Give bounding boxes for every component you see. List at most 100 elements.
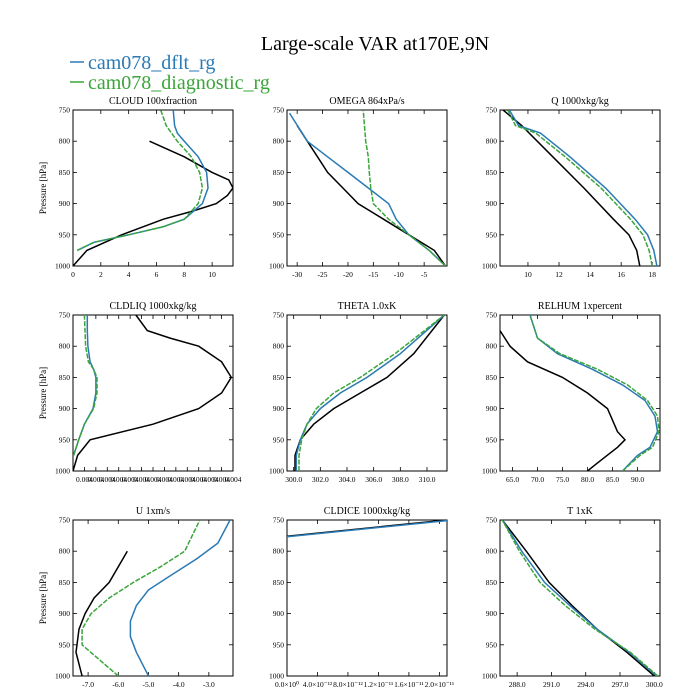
legend-label-dflt: cam078_dflt_rg (88, 52, 215, 74)
x-tick-label: 0.004 (145, 475, 162, 484)
x-tick-label: 0.004 (133, 475, 150, 484)
x-tick-label: 300.0 (285, 475, 302, 484)
panel-title: CLOUD 100xfraction (109, 96, 197, 107)
x-tick-label: 1.6×10⁻¹¹ (394, 680, 424, 689)
y-tick-label: 1000 (55, 672, 70, 681)
x-tick-label: 0.004 (167, 475, 184, 484)
x-tick-label: 0.004 (156, 475, 173, 484)
y-tick-label: 850 (273, 168, 285, 177)
figure-title: Large-scale VAR at170E,9N (261, 33, 489, 55)
x-tick-label: 14 (586, 270, 594, 279)
x-tick-label: -25 (318, 270, 328, 279)
panel-frame (499, 314, 661, 472)
x-tick-label: 0.004 (99, 475, 116, 484)
y-tick-label: 800 (273, 342, 285, 351)
y-tick-label: 800 (486, 137, 498, 146)
series-line-black (501, 520, 655, 676)
x-tick-label: 304.0 (339, 475, 356, 484)
x-tick-label: -5.0 (143, 680, 155, 689)
series-line-dflt (501, 520, 658, 676)
y-tick-label: 800 (273, 137, 285, 146)
x-tick-label: -30 (292, 270, 302, 279)
x-tick-label: 0.004 (202, 475, 219, 484)
x-tick-label: -15 (368, 270, 378, 279)
x-tick-label: -20 (343, 270, 353, 279)
x-tick-label: 302.0 (312, 475, 329, 484)
y-tick-label: 950 (486, 230, 498, 239)
panel-frame (286, 314, 448, 472)
x-tick-label: -3.0 (203, 680, 215, 689)
x-tick-label: 308.0 (392, 475, 409, 484)
panel-frame (286, 519, 448, 677)
y-tick-label: 850 (59, 168, 71, 177)
y-tick-label: 950 (486, 435, 498, 444)
y-tick-label: 950 (59, 640, 71, 649)
series-line-dflt (129, 520, 231, 676)
series-line-diag (73, 315, 98, 456)
panel-title: CLDICE 1000xkg/kg (324, 506, 410, 517)
y-tick-label: 750 (59, 516, 71, 525)
x-tick-label: 2.0×10⁻¹¹ (425, 680, 455, 689)
y-tick-label: 900 (486, 199, 498, 208)
series-line-dflt (295, 315, 445, 471)
x-tick-label: 297.0 (612, 680, 629, 689)
x-tick-label: 0.0×10⁰ (275, 680, 299, 689)
panel-title: RELHUM 1xpercent (538, 301, 622, 312)
series-line-diag (81, 520, 201, 676)
y-tick-label: 1000 (482, 672, 497, 681)
series-line-dflt (529, 315, 659, 471)
series-line-dflt (287, 520, 447, 538)
panel-title: OMEGA 864xPa/s (329, 96, 404, 107)
y-tick-label: 850 (273, 578, 285, 587)
x-tick-label: 0.004 (76, 475, 93, 484)
series-line-black (500, 330, 627, 471)
series-line-diag (501, 520, 659, 676)
x-tick-label: 70.0 (531, 475, 544, 484)
x-tick-label: 0.004 (122, 475, 139, 484)
x-tick-label: 291.0 (543, 680, 560, 689)
series-line-black (75, 550, 128, 676)
x-tick-label: 0.004 (213, 475, 230, 484)
series-line-diag (362, 110, 447, 266)
y-tick-label: 800 (486, 342, 498, 351)
panel-frame (499, 109, 661, 267)
y-tick-label: 950 (59, 230, 71, 239)
y-tick-label: 1000 (55, 467, 70, 476)
panel-1: OMEGA 864xPa/s 750 800 850 900 950 1000 -30 -25 -… (269, 96, 448, 279)
y-tick-label: 900 (273, 199, 285, 208)
x-tick-label: 16 (617, 270, 625, 279)
series-line-diag (507, 110, 653, 266)
x-tick-label: 10 (208, 270, 216, 279)
y-tick-label: 750 (59, 106, 71, 115)
series-line-dflt (76, 110, 209, 252)
series-line-diag (529, 315, 660, 471)
x-tick-label: 310.0 (419, 475, 436, 484)
panel-title: THETA 1.0xK (338, 301, 397, 312)
panel-title: U 1xm/s (136, 506, 170, 517)
panel-title: Q 1000xkg/kg (551, 96, 609, 107)
x-tick-label: 0.004 (225, 475, 242, 484)
y-tick-label: 850 (273, 373, 285, 382)
y-tick-label: 1000 (55, 262, 70, 271)
y-tick-label: 950 (273, 640, 285, 649)
x-tick-label: 18 (648, 270, 656, 279)
y-tick-label: 1000 (482, 467, 497, 476)
y-tick-label: 750 (486, 106, 498, 115)
series-line-diag (298, 315, 445, 471)
legend-label-diagnostic: cam078_diagnostic_rg (88, 72, 270, 94)
y-tick-label: 850 (486, 578, 498, 587)
x-tick-label: 12 (555, 270, 563, 279)
panel-frame (72, 109, 234, 267)
y-axis-label: Pressure [hPa] (38, 162, 48, 214)
panel-6: U 1xm/s 750 800 850 900 950 1000 -7.0 -6.0 -5.0 -4… (38, 506, 234, 689)
y-tick-label: 900 (486, 404, 498, 413)
x-tick-label: 0.004 (110, 475, 127, 484)
y-tick-label: 750 (273, 516, 285, 525)
y-tick-label: 750 (486, 311, 498, 320)
panel-7: CLDICE 1000xkg/kg 750 800 850 900 950 10000.0×… (269, 506, 454, 689)
y-tick-label: 1000 (482, 262, 497, 271)
panel-8: T 1xK 750 800 850 900 950 1000 288.0 291.0 294.0 2… (482, 506, 663, 689)
y-tick-label: 750 (486, 516, 498, 525)
x-tick-label: 0.004 (87, 475, 104, 484)
